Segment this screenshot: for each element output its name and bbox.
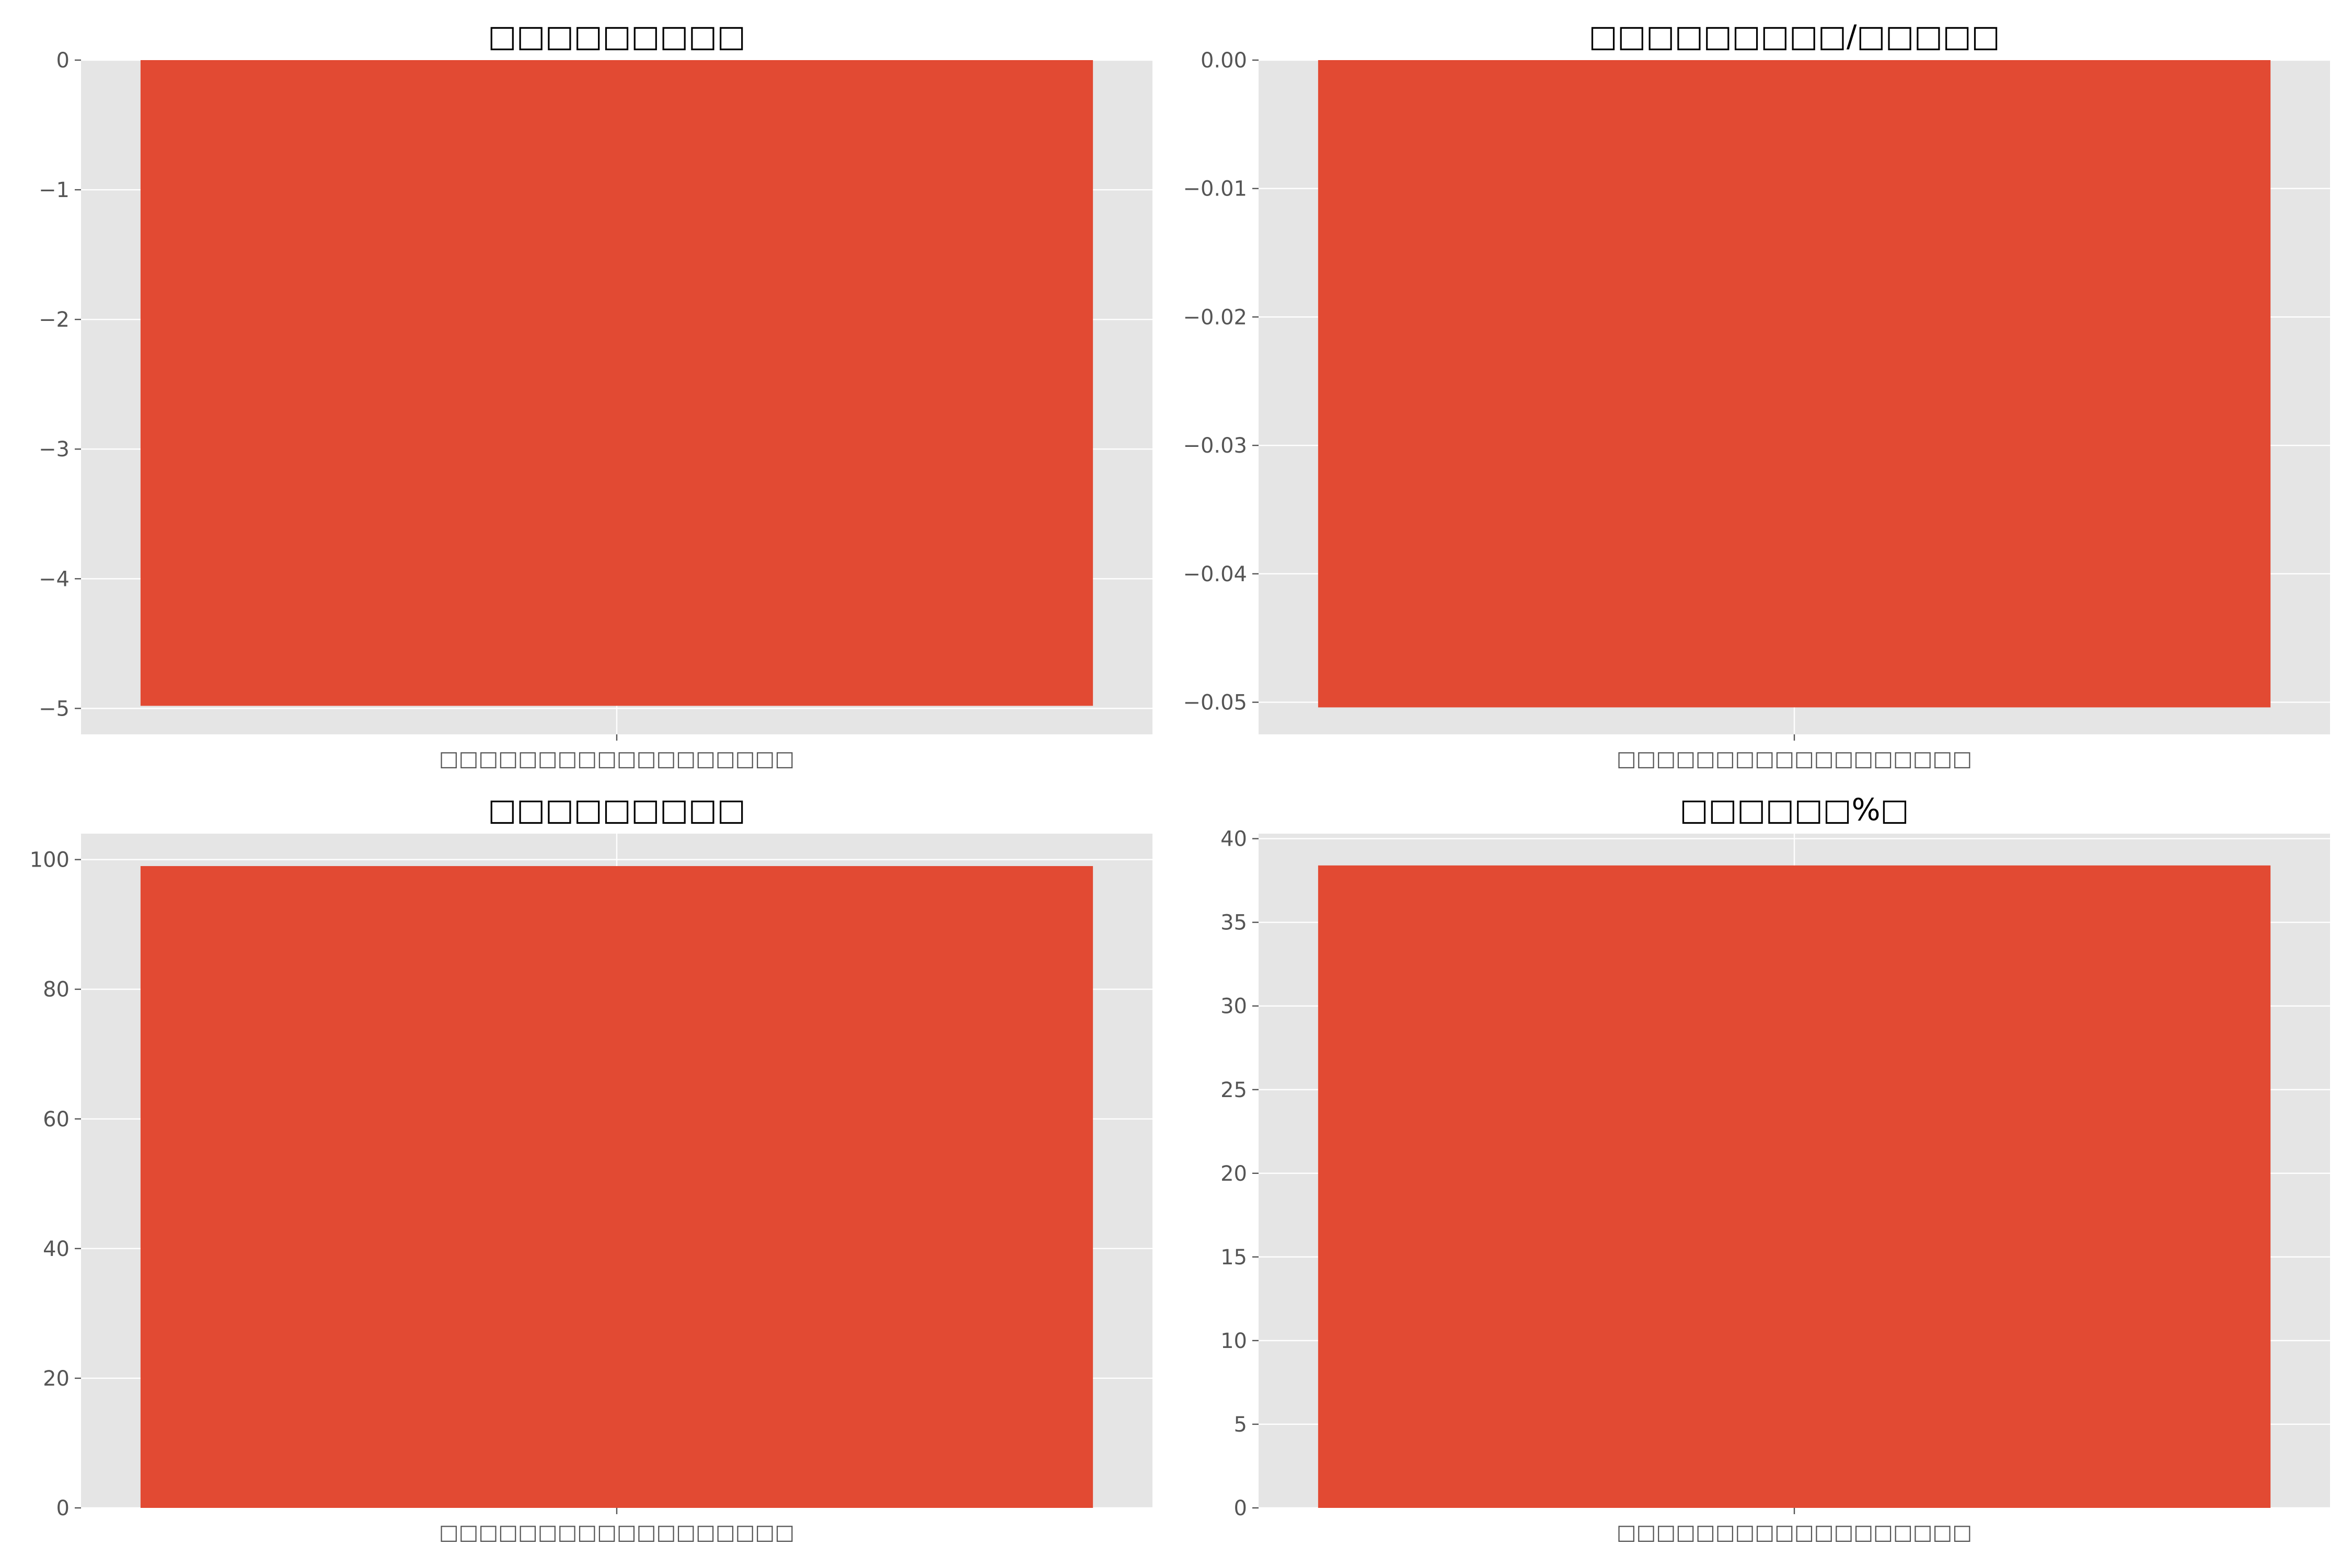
y-tick-label: 0 <box>1234 1496 1247 1520</box>
y-tick-label: 60 <box>43 1108 70 1132</box>
y-tick-label: −4 <box>39 567 70 591</box>
y-tick-label: −0.01 <box>1183 177 1247 201</box>
y-tick-label: 40 <box>43 1237 70 1261</box>
y-tick-label: 100 <box>30 848 70 872</box>
y-tick-label: −0.04 <box>1183 562 1247 586</box>
chart-panel-bottom-right: 0 5 10 15 20 25 30 35 40 □□□□□□□□□□□□□□□□□□ □□□□□□… <box>1220 792 2330 1544</box>
y-tick-label: −3 <box>39 437 70 462</box>
chart-panel-top-left: 0−1−2−3−4−5□□□□□□□□□□□□□□□□□□□□□□□□□□□ <box>39 18 1152 771</box>
bar <box>140 866 1093 1508</box>
y-tick-label: 0 <box>56 1496 70 1520</box>
y-tick-label: 0 <box>56 49 70 73</box>
x-tick-label: □□□□□□□□□□□□□□□□□□ <box>439 1520 794 1544</box>
chart-panel-top-right: 0.00 −0.01 −0.02 −0.03 −0.04 −0.05 □□□□□□□□□□□… <box>1183 18 2330 771</box>
y-tick-label: 0.00 <box>1201 49 1247 73</box>
y-tick-label: 40 <box>1220 827 1247 851</box>
y-tick-label: −2 <box>39 308 70 332</box>
y-tick-label: 5 <box>1234 1413 1247 1437</box>
bar <box>1318 865 2271 1508</box>
y-tick-label: −0.02 <box>1183 305 1247 329</box>
y-tick-label: 30 <box>1220 995 1247 1019</box>
y-tick-label: 10 <box>1220 1329 1247 1353</box>
y-tick-label: 80 <box>43 978 70 1002</box>
y-tick-label: 20 <box>43 1367 70 1391</box>
y-tick-label: −0.03 <box>1183 434 1247 458</box>
y-tick-label: −5 <box>39 697 70 721</box>
y-tick-label: 35 <box>1220 911 1247 935</box>
chart-title: □□□□□□%□ <box>1680 792 1909 827</box>
y-tick-label: −0.05 <box>1183 691 1247 715</box>
y-tick-label: −1 <box>39 178 70 202</box>
chart-title: □□□□□□□□□/□□□□□ <box>1589 18 2000 54</box>
chart-title: □□□□□□□□□ <box>488 792 745 827</box>
bar <box>140 60 1093 706</box>
y-tick-label: 15 <box>1220 1246 1247 1270</box>
x-tick-label: □□□□□□□□□□□□□□□□□□ <box>1617 747 1972 771</box>
y-tick-label: 25 <box>1220 1078 1247 1102</box>
x-tick-label: □□□□□□□□□□□□□□□□□□ <box>439 747 794 771</box>
y-tick-label: 20 <box>1220 1162 1247 1186</box>
x-tick-label: □□□□□□□□□□□□□□□□□□ <box>1617 1520 1972 1544</box>
chart-title: □□□□□□□□□ <box>488 18 745 54</box>
bar <box>1318 60 2271 708</box>
